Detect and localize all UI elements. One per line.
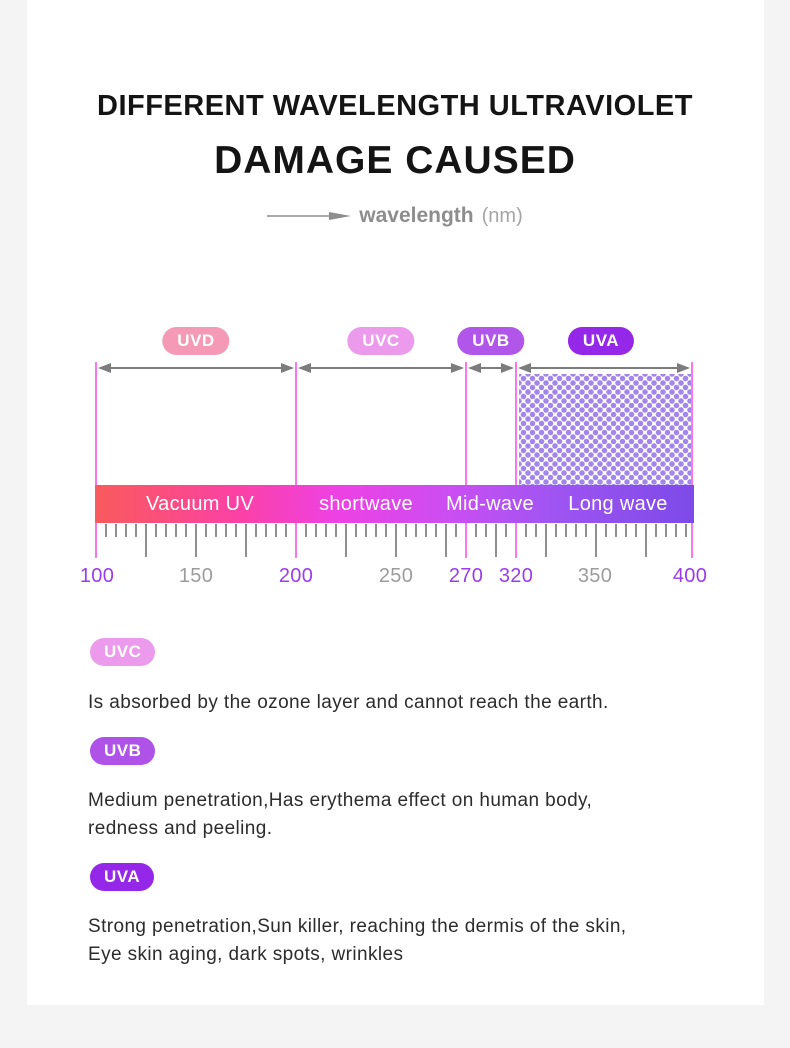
ruler-tick — [305, 524, 307, 537]
ruler-tick — [335, 524, 337, 537]
ruler-tick — [585, 524, 587, 537]
axis-unit: (nm) — [481, 204, 523, 227]
ruler-tick — [555, 524, 557, 537]
ruler-tick — [105, 524, 107, 537]
ruler-tick — [505, 524, 507, 537]
ruler-tick — [325, 524, 327, 537]
ruler-tick — [385, 524, 387, 537]
ruler-tick — [605, 524, 607, 537]
ruler-tick — [455, 524, 457, 537]
scale-label-270: 270 — [448, 565, 484, 587]
ruler-tick — [395, 524, 397, 557]
uva-hatch-area — [519, 374, 691, 485]
ruler-tick — [175, 524, 177, 537]
legend-badge-uva: UVA — [90, 863, 155, 891]
ruler-tick — [655, 524, 657, 537]
ruler-tick — [675, 524, 677, 537]
ruler-tick — [355, 524, 357, 537]
ruler-tick — [375, 524, 377, 537]
ruler-tick — [235, 524, 237, 537]
legend-uvb-line2: redness and peeling. — [88, 818, 273, 839]
bar-segment-long-wave: Long wave — [568, 493, 668, 515]
ruler-tick — [255, 524, 257, 537]
band-badge-uvd: UVD — [162, 327, 230, 355]
ruler-tick — [405, 524, 407, 537]
boundary-line-270 — [465, 362, 467, 558]
ruler-tick — [225, 524, 227, 537]
ruler-tick — [165, 524, 167, 537]
ruler-tick — [525, 524, 527, 537]
band-badge-uvc: UVC — [347, 327, 415, 355]
boundary-line-200 — [295, 362, 297, 558]
ruler-tick — [195, 524, 197, 557]
bar-segment-vacuum-uv: Vacuum UV — [146, 493, 254, 515]
ruler-tick — [215, 524, 217, 537]
ruler-tick — [135, 524, 137, 537]
ruler-tick — [535, 524, 537, 537]
band-badge-uvb: UVB — [457, 327, 525, 355]
ruler-tick — [595, 524, 597, 557]
axis-label: wavelength — [359, 204, 474, 227]
ruler-tick — [115, 524, 117, 537]
scale-label-100: 100 — [79, 565, 115, 587]
ruler-tick — [635, 524, 637, 537]
scale-label-350: 350 — [577, 565, 613, 587]
band-badge-uva: UVA — [567, 327, 635, 355]
ruler — [95, 524, 694, 558]
ruler-tick — [205, 524, 207, 537]
legend-uvc-line1: Is absorbed by the ozone layer and canno… — [88, 692, 609, 713]
wavelength-axis-note: wavelength (nm) — [0, 203, 790, 229]
page-title-line1: DIFFERENT WAVELENGTH ULTRAVIOLET — [97, 90, 693, 122]
ruler-tick — [365, 524, 367, 537]
ruler-tick — [565, 524, 567, 537]
ruler-tick — [625, 524, 627, 537]
ruler-tick — [545, 524, 547, 557]
ruler-tick — [445, 524, 447, 557]
ruler-tick — [265, 524, 267, 537]
ruler-tick — [145, 524, 147, 557]
range-arrow-uvc — [298, 363, 464, 373]
ruler-tick — [315, 524, 317, 537]
ruler-tick — [185, 524, 187, 537]
scale-label-320: 320 — [498, 565, 534, 587]
ruler-tick — [425, 524, 427, 537]
range-arrow-uvb — [468, 363, 514, 373]
ruler-tick — [155, 524, 157, 537]
ruler-tick — [575, 524, 577, 537]
ruler-tick — [275, 524, 277, 537]
ruler-tick — [485, 524, 487, 537]
scale-label-400: 400 — [672, 565, 708, 587]
ruler-tick — [415, 524, 417, 537]
page-title-line2: DAMAGE CAUSED — [214, 139, 576, 182]
bar-segment-shortwave: shortwave — [319, 493, 413, 515]
ruler-tick — [285, 524, 287, 537]
spectrum-bar: Vacuum UV shortwave Mid-wave Long wave — [95, 485, 694, 523]
scale-label-150: 150 — [178, 565, 214, 587]
range-arrow-uva — [518, 363, 690, 373]
boundary-line-400 — [691, 362, 693, 558]
legend-badge-uvc: UVC — [90, 638, 156, 666]
legend-uvb-line1: Medium penetration,Has erythema effect o… — [88, 790, 593, 811]
ruler-tick — [685, 524, 687, 537]
range-arrow-uvd — [98, 363, 294, 373]
scale-label-200: 200 — [278, 565, 314, 587]
ruler-tick — [645, 524, 647, 557]
legend-badge-uvb: UVB — [90, 737, 156, 765]
boundary-line-320 — [515, 362, 517, 558]
legend-uva-line2: Eye skin aging, dark spots, wrinkles — [88, 944, 404, 965]
ruler-tick — [495, 524, 497, 557]
ruler-tick — [615, 524, 617, 537]
scale-label-250: 250 — [378, 565, 414, 587]
ruler-tick — [435, 524, 437, 537]
ruler-tick — [475, 524, 477, 537]
right-arrow-icon — [267, 212, 352, 220]
bar-segment-mid-wave: Mid-wave — [446, 493, 534, 515]
ruler-tick — [245, 524, 247, 557]
ruler-tick — [125, 524, 127, 537]
boundary-line-100 — [95, 362, 97, 558]
legend-uva-line1: Strong penetration,Sun killer, reaching … — [88, 916, 627, 937]
ruler-tick — [345, 524, 347, 557]
ruler-tick — [665, 524, 667, 537]
